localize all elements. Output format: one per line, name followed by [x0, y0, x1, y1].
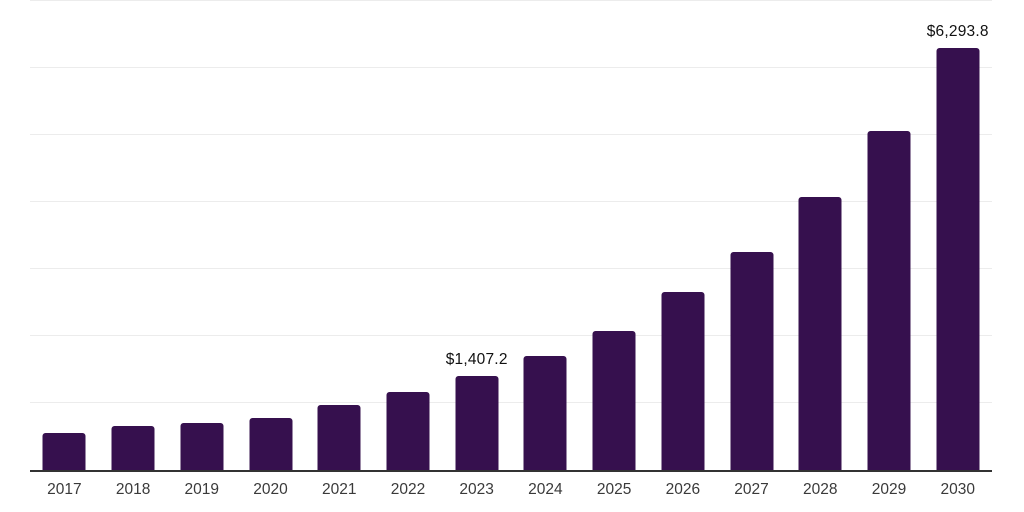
bar-2017 — [42, 433, 86, 470]
bar-value-label-2030: $6,293.8 — [926, 23, 989, 41]
x-axis-tick-label-2030: 2030 — [940, 481, 975, 498]
x-axis-tick-label-2021: 2021 — [321, 481, 357, 498]
gridline-2000 — [30, 335, 992, 336]
x-axis-tick-label-2018: 2018 — [115, 481, 151, 498]
bar-slot-2025 — [580, 0, 649, 470]
bar-slot-2022 — [374, 0, 443, 470]
bar-value-label-2023: $1,407.2 — [445, 350, 508, 368]
bar-slot-2019 — [167, 0, 236, 470]
bar-2023 — [455, 375, 499, 470]
gridline-6000 — [30, 67, 992, 68]
bar-slot-2028 — [786, 0, 855, 470]
bar-slot-2020 — [236, 0, 305, 470]
bar-slot-2024 — [511, 0, 580, 470]
bar-2024 — [523, 355, 567, 470]
bar-2019 — [180, 422, 224, 470]
x-axis-tick-label-2020: 2020 — [253, 481, 288, 498]
x-axis-tick-label-2023: 2023 — [459, 481, 494, 498]
x-axis-tick-label-2026: 2026 — [665, 481, 701, 498]
x-axis-line — [30, 470, 992, 472]
bar-slot-2018 — [99, 0, 168, 470]
x-axis-tick-label-2019: 2019 — [184, 481, 220, 498]
bar-2028 — [798, 197, 842, 470]
bar-slot-2017 — [30, 0, 99, 470]
x-axis-tick-label-2028: 2028 — [803, 481, 838, 498]
gridline-4000 — [30, 201, 992, 202]
bar-2022 — [386, 391, 430, 470]
x-axis-tick-label-2027: 2027 — [734, 481, 769, 498]
gridline-1000 — [30, 402, 992, 403]
bar-slot-2026 — [648, 0, 717, 470]
gridline-5000 — [30, 134, 992, 135]
bar-2030 — [936, 48, 980, 470]
plot-area: $1,407.2 $6,293.8 — [30, 0, 992, 472]
bar-2020 — [249, 417, 293, 470]
bar-slot-2021 — [305, 0, 374, 470]
bar-2025 — [592, 330, 636, 470]
gridline-7000 — [30, 0, 992, 1]
bar-slot-2027 — [717, 0, 786, 470]
gridline-3000 — [30, 268, 992, 269]
bar-2021 — [317, 405, 361, 470]
bar-2026 — [661, 292, 705, 470]
bar-2018 — [111, 426, 155, 470]
x-axis-tick-labels: 2017 2018 2019 2020 2021 2022 2023 2024 2025 2026… — [30, 481, 992, 499]
x-axis-tick-label-2025: 2025 — [596, 481, 632, 498]
bar-2029 — [867, 131, 911, 470]
x-axis-tick-label-2024: 2024 — [528, 481, 563, 498]
x-axis-tick-label-2017: 2017 — [47, 481, 82, 498]
bar-slot-2029 — [855, 0, 924, 470]
x-axis-tick-label-2029: 2029 — [871, 481, 907, 498]
bars-row: $1,407.2 $6,293.8 — [30, 0, 992, 470]
bar-2027 — [730, 251, 774, 470]
bar-slot-2023: $1,407.2 — [442, 0, 511, 470]
x-axis-tick-label-2022: 2022 — [390, 481, 426, 498]
bar-slot-2030: $6,293.8 — [923, 0, 992, 470]
